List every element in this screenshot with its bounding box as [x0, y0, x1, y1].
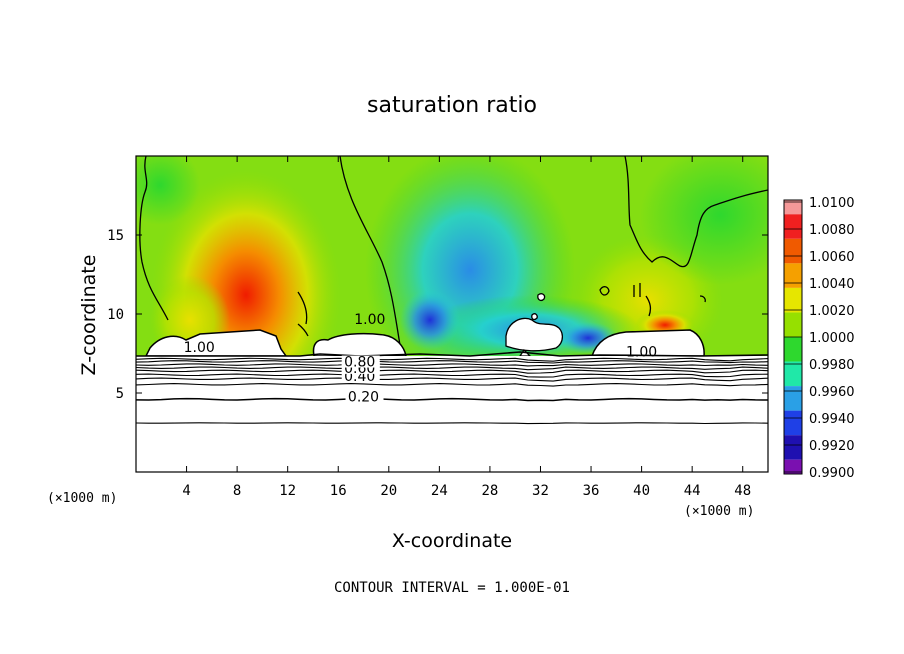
contour-label-cloud: 1.00 [184, 340, 215, 356]
field-green-top-left [136, 156, 200, 225]
x-tick-label: 40 [633, 483, 650, 499]
colorbar: 1.0100 1.0080 1.0060 1.0040 1.0020 1.0000 0.99… [783, 196, 855, 481]
contour-one-right [624, 156, 768, 268]
contour-line [135, 369, 769, 374]
x-tick-label: 48 [734, 483, 751, 499]
colorbar-label: 0.9920 [809, 439, 855, 454]
colorbar-label: 1.0020 [809, 304, 855, 319]
contour-label: 0.20 [348, 389, 379, 405]
contour-line [135, 366, 769, 371]
subsaturated-layer [136, 356, 768, 472]
contour-interval-note: CONTOUR INTERVAL = 1.000E-01 [334, 580, 570, 596]
y-axis-label: Z-coordinate [78, 255, 100, 376]
contour-label-cloud: 1.00 [626, 345, 657, 361]
contour-label: 1.00 [354, 312, 385, 328]
contour-label-bg [345, 390, 384, 403]
x-tick-label: 4 [182, 483, 190, 499]
y-axis: 5 10 15 [107, 228, 768, 402]
cloud-left [144, 329, 288, 357]
x-tick-label: 36 [583, 483, 600, 499]
x-tick-label: 16 [330, 483, 347, 499]
contour-lines-group [135, 357, 769, 425]
x-tick-label: 28 [481, 483, 498, 499]
colorbar-label: 1.0040 [809, 277, 855, 292]
x-tick-label: 8 [233, 483, 241, 499]
colorbar-swatch [784, 386, 802, 411]
surface-boundary [136, 351, 768, 357]
x-tick-label: 24 [431, 483, 448, 499]
contour-line [135, 377, 769, 382]
contour-line [135, 383, 769, 387]
colorbar-label: 0.9980 [809, 358, 855, 373]
colorbar-swatch [784, 238, 802, 264]
field-green-top-right [640, 156, 768, 285]
x-unit-left: (×1000 m) [47, 491, 117, 506]
colorbar-label: 1.0100 [809, 196, 855, 211]
colorbar-label: 1.0060 [809, 250, 855, 265]
chart-title: saturation ratio [367, 93, 537, 118]
colorbar-swatch [784, 214, 802, 239]
colorbar-swatch [784, 263, 802, 288]
colorbar-label: 1.0000 [809, 331, 855, 346]
colorbar-swatch [784, 459, 802, 474]
colorbar-swatch [784, 361, 802, 387]
y-tick-label: 10 [107, 307, 124, 323]
cloud-right [590, 329, 705, 357]
contour-line [135, 363, 769, 367]
colorbar-label: 0.9900 [809, 466, 855, 481]
contour-label-bg [341, 355, 380, 368]
plot-area [136, 156, 768, 472]
colorbar-swatch [784, 312, 802, 337]
contour-line [135, 373, 769, 378]
cloud-middle [312, 332, 407, 357]
y-tick-label: 15 [107, 228, 124, 244]
contour-one-fragments [297, 283, 706, 337]
x-axis-label: X-coordinate [392, 530, 512, 552]
contour-line [135, 397, 769, 402]
colorbar-label: 0.9940 [809, 412, 855, 427]
colorbar-swatch [784, 200, 802, 215]
colorbar-swatch [784, 410, 802, 436]
x-tick-label: 12 [279, 483, 296, 499]
x-axis: 4 8 12 16 20 24 28 32 36 40 44 48 [182, 156, 751, 499]
contour-labels-group: 0.200.400.600.801.001.00 1.00 [184, 312, 658, 405]
contour-line [135, 422, 769, 425]
colorbar-label: 1.0080 [809, 223, 855, 238]
contour-one-left [139, 156, 401, 346]
contour-line [135, 357, 769, 362]
field-deep-blue [400, 290, 460, 350]
y-tick-label: 5 [116, 386, 124, 402]
x-tick-label: 20 [380, 483, 397, 499]
colorbar-swatch [784, 435, 802, 460]
colorbar-swatch [784, 287, 802, 313]
x-tick-label: 32 [532, 483, 549, 499]
contour-label: 0.80 [344, 355, 375, 371]
x-unit-right: (×1000 m) [684, 504, 754, 519]
colorbar-swatch [784, 337, 802, 362]
x-tick-label: 44 [684, 483, 701, 499]
contour-line [135, 360, 769, 364]
colorbar-label: 0.9960 [809, 385, 855, 400]
